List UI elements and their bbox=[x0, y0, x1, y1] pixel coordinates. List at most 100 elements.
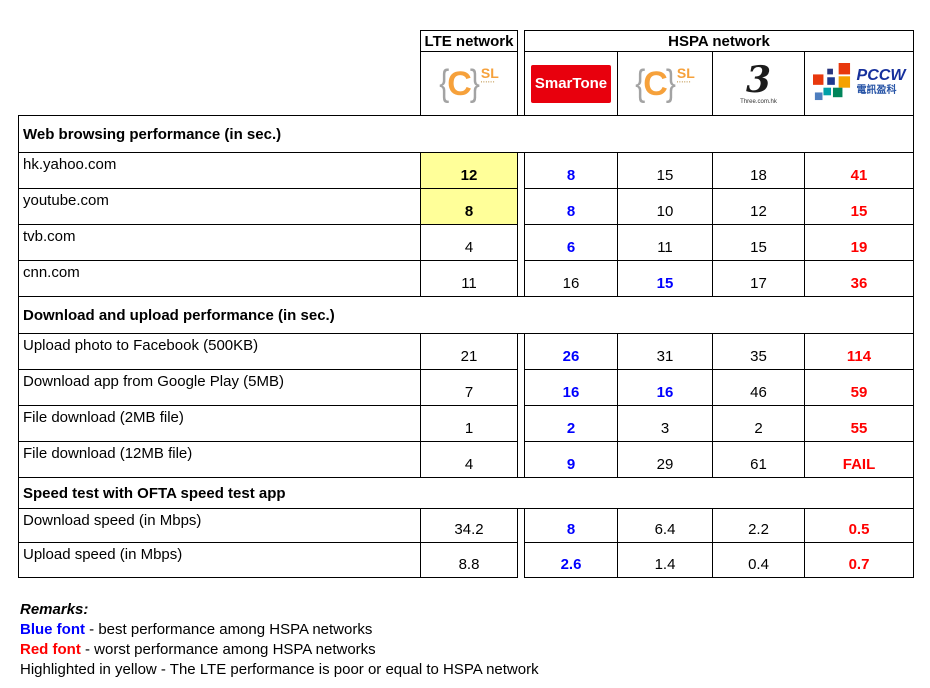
hspa-value-cell: 0.7 bbox=[804, 542, 914, 578]
table-row: Download app from Google Play (5MB) 7 16… bbox=[18, 369, 914, 406]
hspa-value-cell: 12 bbox=[712, 188, 805, 225]
hspa-value-cell: 2.6 bbox=[524, 542, 618, 578]
pccw-mosaic-icon bbox=[812, 62, 850, 100]
three-glyph: 3 bbox=[745, 59, 772, 101]
hspa-network-header: HSPA network bbox=[524, 30, 914, 52]
lte-value-cell: 11 bbox=[420, 260, 518, 297]
pccw-logo: PCCW 電訊盈科 bbox=[812, 62, 905, 101]
csl-brace-right: } bbox=[665, 62, 676, 104]
hspa-value-cell: 18 bbox=[712, 152, 805, 189]
metric-label: tvb.com bbox=[18, 224, 421, 261]
hspa-value-cell: 16 bbox=[524, 260, 618, 297]
hspa-value-cell: 2 bbox=[524, 405, 618, 442]
section-title-speed-test: Speed test with OFTA speed test app bbox=[18, 477, 914, 509]
hspa-value-cell: 15 bbox=[712, 224, 805, 261]
hspa-value-cell: 35 bbox=[712, 333, 805, 370]
column-gap bbox=[518, 543, 525, 578]
metric-label: File download (12MB file) bbox=[18, 441, 421, 478]
hspa-value-cell: 29 bbox=[617, 441, 713, 478]
table-row: Upload speed (in Mbps) 8.8 2.6 1.4 0.4 0… bbox=[18, 542, 914, 578]
hspa-value-cell: 15 bbox=[617, 152, 713, 189]
hspa-value-cell: FAIL bbox=[804, 441, 914, 478]
red-font-description: - worst performance among HSPA networks bbox=[80, 641, 376, 658]
pccw-chinese-label: 電訊盈科 bbox=[856, 84, 897, 96]
metric-label: File download (2MB file) bbox=[18, 405, 421, 442]
table-row: youtube.com 8 8 10 12 15 bbox=[18, 188, 914, 225]
smartone-logo-cell: SmarTone bbox=[524, 51, 618, 116]
yellow-highlight-description: Highlighted in yellow - The LTE performa… bbox=[20, 661, 539, 678]
remark-blue-font: Blue font - best performance among HSPA … bbox=[20, 620, 539, 640]
csl-logo: {C} SL ▪▪▪▪▪▪ bbox=[635, 62, 695, 104]
metric-label: youtube.com bbox=[18, 188, 421, 225]
hspa-value-cell: 31 bbox=[617, 333, 713, 370]
three-logo-cell: 3 Three.com.hk bbox=[712, 51, 805, 116]
remarks: Remarks: Blue font - best performance am… bbox=[20, 600, 539, 680]
hspa-value-cell: 2.2 bbox=[712, 508, 805, 543]
csl-sl-label: SL bbox=[480, 64, 499, 81]
column-gap bbox=[518, 31, 525, 52]
metric-label: hk.yahoo.com bbox=[18, 152, 421, 189]
hspa-value-cell: 26 bbox=[524, 333, 618, 370]
hspa-value-cell: 19 bbox=[804, 224, 914, 261]
red-font-term: Red font bbox=[20, 641, 81, 658]
csl-dots-icon: ▪▪▪▪▪▪ bbox=[480, 78, 496, 84]
blue-font-description: - best performance among HSPA networks bbox=[85, 621, 373, 638]
lte-value-cell: 1 bbox=[420, 405, 518, 442]
lte-network-header: LTE network bbox=[420, 30, 518, 52]
table-row: File download (2MB file) 1 2 3 2 55 bbox=[18, 405, 914, 442]
three-caption: Three.com.hk bbox=[740, 99, 777, 105]
hspa-value-cell: 59 bbox=[804, 369, 914, 406]
csl-brace-left: { bbox=[635, 62, 646, 104]
csl-letter: C bbox=[643, 64, 668, 103]
lte-value-cell: 4 bbox=[420, 441, 518, 478]
hspa-value-cell: 15 bbox=[617, 260, 713, 297]
hspa-value-cell: 8 bbox=[524, 508, 618, 543]
operator-logo-row: {C} SL ▪▪▪▪▪▪ SmarTone {C} SL ▪▪▪▪▪▪ 3 Three.… bbox=[19, 51, 914, 116]
csl-logo: {C} SL ▪▪▪▪▪▪ bbox=[439, 62, 499, 104]
hspa-value-cell: 9 bbox=[524, 441, 618, 478]
table-row: hk.yahoo.com 12 8 15 18 41 bbox=[18, 152, 914, 189]
lte-value-cell: 8.8 bbox=[420, 542, 518, 578]
table-row: cnn.com 11 16 15 17 36 bbox=[18, 260, 914, 297]
column-gap bbox=[518, 225, 525, 261]
lte-value-cell: 21 bbox=[420, 333, 518, 370]
hspa-value-cell: 11 bbox=[617, 224, 713, 261]
csl-brace-right: } bbox=[469, 62, 480, 104]
csl-sl-label: SL bbox=[676, 64, 695, 81]
hspa-csl-logo-cell: {C} SL ▪▪▪▪▪▪ bbox=[617, 51, 713, 116]
hspa-value-cell: 8 bbox=[524, 188, 618, 225]
section-header-row: Download and upload performance (in sec.… bbox=[18, 296, 914, 334]
csl-letter: C bbox=[447, 64, 472, 103]
column-gap bbox=[518, 442, 525, 478]
table-row: Download speed (in Mbps) 34.2 8 6.4 2.2 … bbox=[18, 508, 914, 543]
hspa-value-cell: 36 bbox=[804, 260, 914, 297]
hspa-value-cell: 0.4 bbox=[712, 542, 805, 578]
remark-yellow-highlight: Highlighted in yellow - The LTE performa… bbox=[20, 660, 539, 680]
section-title-download-upload: Download and upload performance (in sec.… bbox=[18, 296, 914, 334]
hspa-value-cell: 114 bbox=[804, 333, 914, 370]
three-logo: 3 Three.com.hk bbox=[740, 62, 777, 105]
table-row: File download (12MB file) 4 9 29 61 FAIL bbox=[18, 441, 914, 478]
smartone-logo: SmarTone bbox=[531, 64, 611, 103]
metric-label: Download app from Google Play (5MB) bbox=[18, 369, 421, 406]
lte-value-cell: 7 bbox=[420, 369, 518, 406]
column-gap bbox=[518, 406, 525, 442]
empty-corner bbox=[19, 52, 421, 116]
lte-value-cell: 34.2 bbox=[420, 508, 518, 543]
smartone-label: SmarTone bbox=[534, 75, 608, 92]
lte-value-cell: 8 bbox=[420, 188, 518, 225]
hspa-value-cell: 1.4 bbox=[617, 542, 713, 578]
column-gap bbox=[518, 370, 525, 406]
network-header-row: LTE network HSPA network bbox=[19, 30, 914, 52]
hspa-value-cell: 16 bbox=[524, 369, 618, 406]
hspa-value-cell: 3 bbox=[617, 405, 713, 442]
lte-value-cell: 12 bbox=[420, 152, 518, 189]
hspa-value-cell: 6 bbox=[524, 224, 618, 261]
metric-label: Upload photo to Facebook (500KB) bbox=[18, 333, 421, 370]
hspa-value-cell: 17 bbox=[712, 260, 805, 297]
hspa-value-cell: 16 bbox=[617, 369, 713, 406]
hspa-value-cell: 10 bbox=[617, 188, 713, 225]
network-performance-table: LTE network HSPA network {C} SL ▪▪▪▪▪▪ Sma… bbox=[18, 30, 914, 578]
pccw-logo-cell: PCCW 電訊盈科 bbox=[804, 51, 914, 116]
metric-label: cnn.com bbox=[18, 260, 421, 297]
